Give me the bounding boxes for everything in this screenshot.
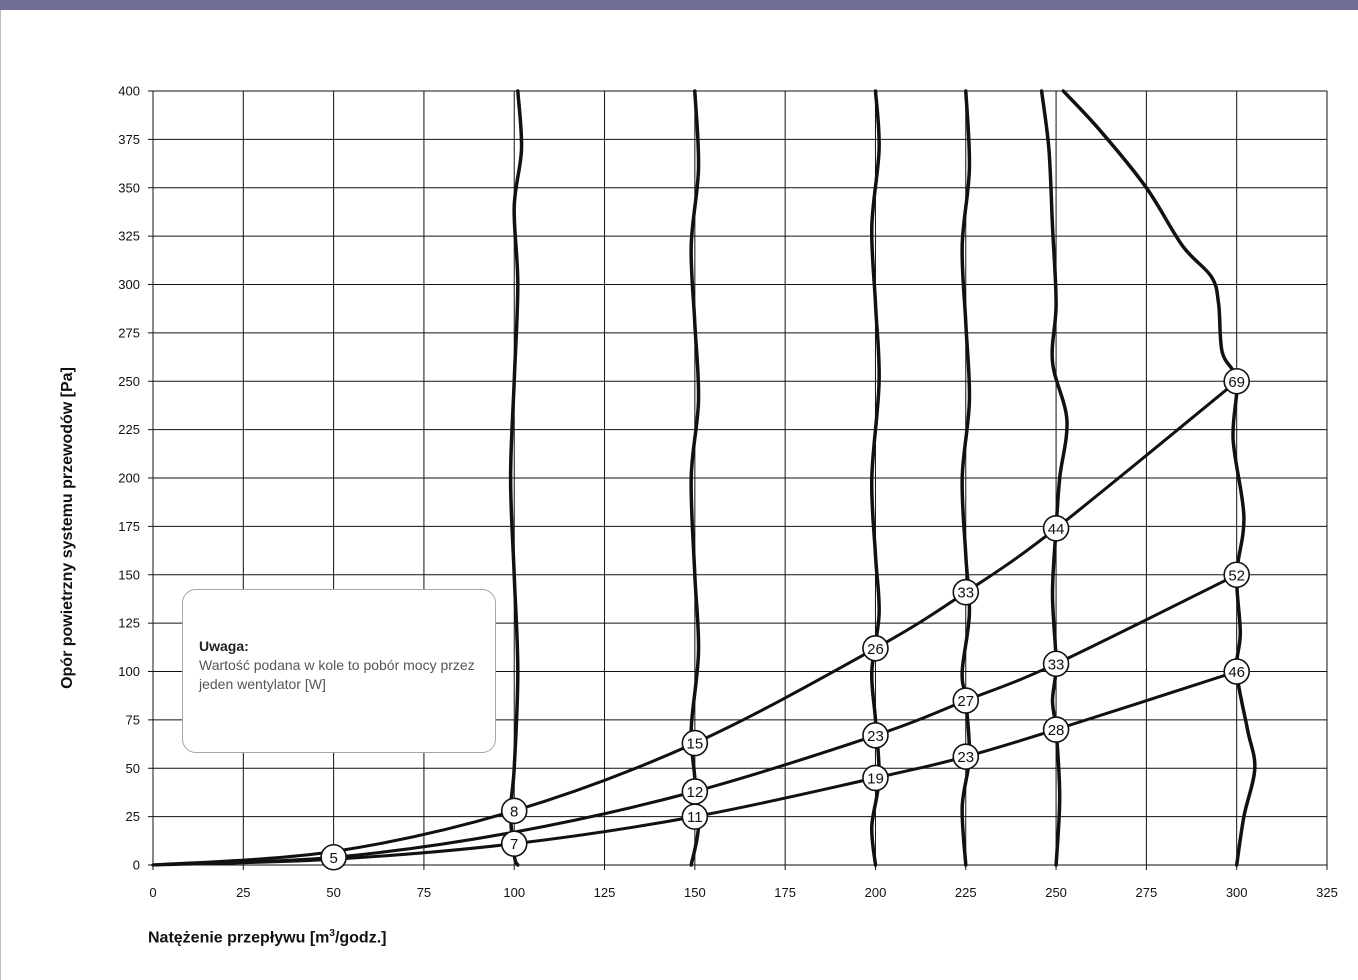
power-marker: 69	[1223, 367, 1250, 395]
fan-curves	[508, 89, 1257, 867]
x-tick-label: 75	[417, 885, 431, 900]
power-marker-label: 46	[1228, 664, 1245, 681]
power-marker: 27	[952, 687, 980, 714]
power-marker-circle	[1223, 658, 1250, 685]
y-tick-label: 350	[118, 180, 140, 195]
power-markers: 5 7 8 11 12 15 19 23 26 23 27 33 28 33 44 46 52 69	[320, 367, 1250, 871]
y-tick-label: 25	[126, 809, 140, 824]
power-marker-circle	[500, 797, 528, 825]
power-marker-circle	[862, 634, 889, 662]
power-marker: 46	[1223, 658, 1250, 685]
power-marker: 5	[320, 843, 347, 871]
power-marker: 44	[1042, 515, 1070, 542]
power-marker-circle	[1042, 515, 1070, 542]
power-marker: 23	[952, 743, 980, 770]
power-marker-circle	[952, 687, 980, 714]
power-marker-circle	[681, 729, 709, 757]
power-marker-label: 33	[1048, 656, 1065, 673]
x-tick-label: 200	[865, 885, 887, 900]
power-marker-circle	[1042, 650, 1070, 678]
x-tick-label: 0	[149, 885, 156, 900]
header-bar	[0, 0, 1358, 10]
x-tick-label: 300	[1226, 885, 1248, 900]
note-box: Uwaga: Wartość podana w kole to pobór mo…	[182, 589, 496, 753]
power-marker-label: 11	[687, 809, 703, 826]
y-tick-labels: 0 25 50 75 100 125 150 175 200 225 250 275 300 325 350…	[118, 84, 140, 873]
power-marker-label: 15	[687, 736, 704, 753]
x-tick-label: 125	[594, 885, 616, 900]
fan-curve-2	[689, 89, 701, 867]
power-marker-label: 28	[1048, 722, 1065, 739]
y-tick-label: 100	[118, 664, 140, 679]
x-tick-label: 100	[503, 885, 525, 900]
y-tick-label: 125	[118, 616, 140, 631]
power-marker-circle	[320, 843, 347, 871]
power-marker-label: 33	[957, 585, 974, 602]
y-tick-label: 250	[118, 374, 140, 389]
power-marker-circle	[500, 830, 528, 858]
power-marker-circle	[681, 778, 709, 805]
y-tick-label: 300	[118, 277, 140, 292]
y-tick-label: 150	[118, 567, 140, 582]
power-marker: 23	[862, 722, 889, 749]
power-marker: 15	[681, 729, 709, 757]
power-marker: 11	[681, 803, 709, 830]
y-tick-label: 50	[126, 761, 140, 776]
x-tick-label: 175	[774, 885, 796, 900]
power-marker-label: 52	[1228, 567, 1245, 584]
power-marker: 8	[500, 797, 528, 825]
y-tick-label: 275	[118, 325, 140, 340]
power-marker-label: 5	[329, 850, 337, 867]
fan-curve-6	[1061, 89, 1257, 867]
y-tick-label: 200	[118, 471, 140, 486]
power-marker: 33	[1042, 650, 1070, 678]
power-marker: 7	[500, 830, 528, 858]
power-marker: 19	[862, 764, 889, 792]
x-tick-label: 250	[1045, 885, 1067, 900]
power-marker-label: 12	[687, 784, 704, 801]
x-tick-label: 25	[236, 885, 250, 900]
x-axis-label: Natężenie przepływu [m3/godz.]	[148, 928, 387, 947]
y-tick-label: 0	[133, 858, 140, 873]
note-text: Wartość podana w kole to pobór mocy prze…	[199, 657, 475, 692]
x-tick-label: 150	[684, 885, 706, 900]
power-marker-circle	[862, 764, 889, 792]
power-marker-circle	[1042, 716, 1070, 743]
grid	[148, 90, 1328, 870]
power-marker-label: 19	[867, 770, 884, 787]
x-tick-label: 50	[326, 885, 340, 900]
power-marker-label: 7	[510, 836, 518, 853]
y-axis-label: Opór powietrzny systemu przewodów [Pa]	[59, 367, 76, 689]
x-tick-label: 325	[1316, 885, 1338, 900]
power-marker-label: 27	[957, 693, 974, 710]
power-marker: 12	[681, 778, 709, 805]
power-marker-label: 44	[1048, 521, 1065, 538]
power-marker-label: 23	[867, 728, 884, 745]
x-tick-label: 225	[955, 885, 977, 900]
power-marker: 28	[1042, 716, 1070, 743]
power-marker: 33	[952, 578, 980, 606]
left-border	[0, 10, 1, 980]
power-marker: 26	[862, 634, 889, 662]
y-tick-label: 175	[118, 519, 140, 534]
power-marker-label: 69	[1228, 374, 1245, 391]
power-marker: 52	[1223, 561, 1250, 589]
y-tick-label: 75	[126, 712, 140, 727]
power-marker-label: 26	[867, 641, 884, 658]
power-marker-label: 8	[510, 803, 518, 820]
power-marker-circle	[1223, 561, 1250, 589]
y-tick-label: 375	[118, 132, 140, 147]
power-marker-circle	[952, 578, 980, 606]
power-marker-circle	[952, 743, 980, 770]
y-tick-label: 400	[118, 84, 140, 99]
x-tick-label: 275	[1136, 885, 1158, 900]
power-marker-circle	[1223, 367, 1250, 395]
y-tick-label: 225	[118, 422, 140, 437]
note-title: Uwaga:	[199, 638, 249, 654]
x-tick-labels: 0 25 50 75 100 125 150 175 200 225 250 275 300 325	[149, 885, 1337, 900]
y-tick-label: 325	[118, 229, 140, 244]
power-marker-label: 23	[957, 749, 974, 766]
power-marker-circle	[862, 722, 889, 749]
